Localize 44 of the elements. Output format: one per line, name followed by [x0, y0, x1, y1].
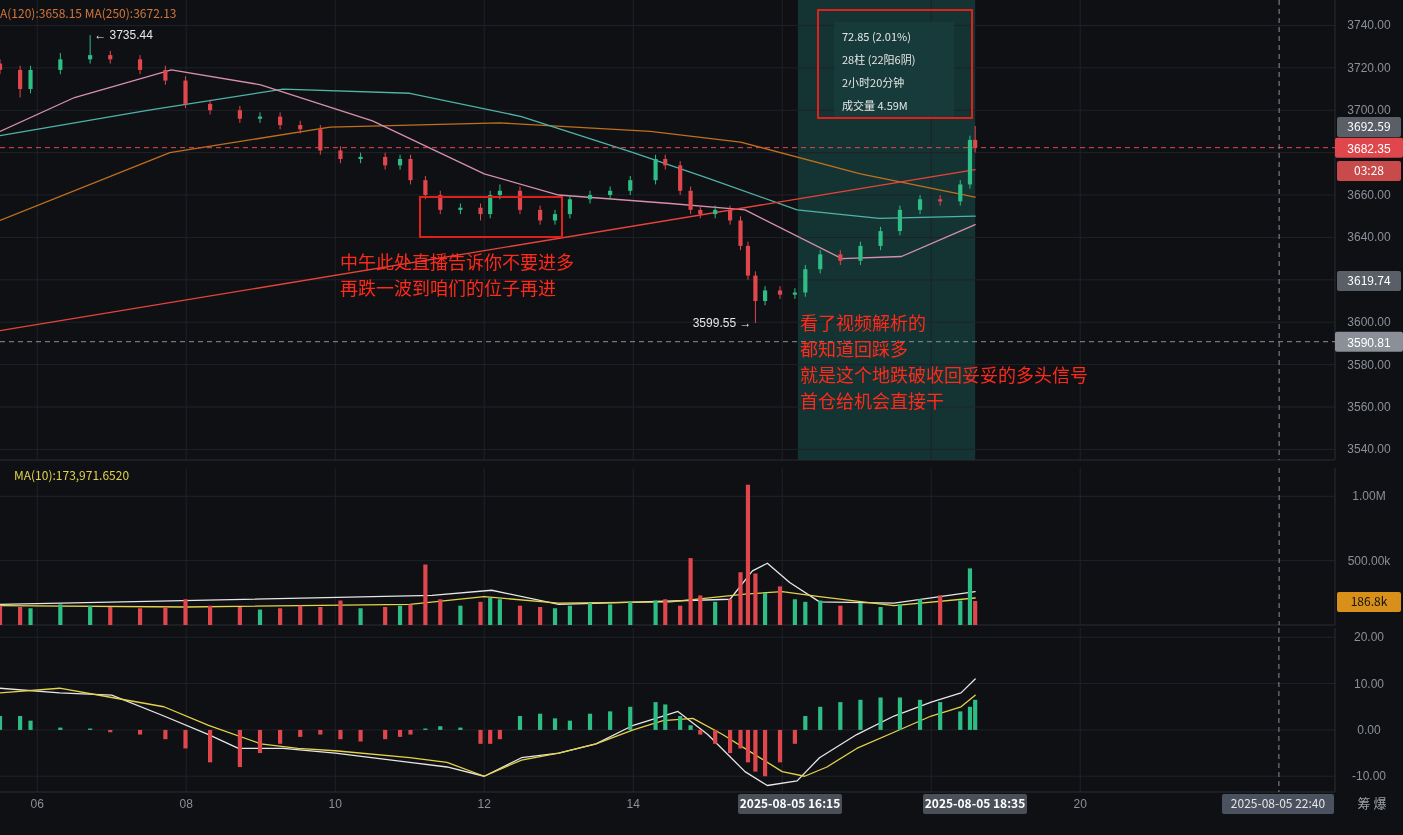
x-tick-label: 12 [477, 797, 492, 811]
annotation: 首仓给机会直接干 [800, 387, 944, 413]
y-tick-label: 3580.00 [1347, 357, 1392, 372]
x-tick-label: 06 [30, 797, 45, 811]
y-tick-label: 3720.00 [1347, 60, 1392, 75]
annotation: 再跌一波到咱们的位子再进 [340, 274, 556, 300]
text: 03:28 [1354, 161, 1385, 178]
y-tick-label: 3540.00 [1347, 442, 1392, 457]
text: 2025-08-05 22:40 [1230, 794, 1326, 811]
ref-line-label: 3682.35 [1347, 141, 1392, 156]
x-tick-label: 20 [1073, 797, 1088, 811]
annotation: A(120):3658.15 MA(250):3672.13 [0, 4, 177, 21]
x-tick-label: 14 [626, 797, 641, 811]
x-tick-label: 10 [328, 797, 343, 811]
text: 186.8k [1350, 592, 1388, 609]
y-tick-label: 3740.00 [1347, 18, 1392, 33]
text: 筹 爆 [1357, 793, 1387, 812]
y-tick-label: -10.00 [1351, 769, 1387, 784]
y-tick-label: 3660.00 [1347, 188, 1392, 203]
x-tick-label: 08 [179, 797, 194, 811]
text: 3619.74 [1347, 271, 1391, 288]
ref-line-label: 3590.81 [1347, 335, 1392, 350]
y-tick-label: 500.00k [1347, 553, 1392, 568]
text: 3692.59 [1347, 117, 1391, 134]
annotation: 就是这个地跌破收回妥妥的多头信号 [800, 361, 1088, 387]
annotation: 成交量 4.59M [842, 97, 908, 113]
y-tick-label: 20.00 [1353, 630, 1385, 645]
y-tick-label: 3600.00 [1347, 315, 1392, 330]
y-tick-label: 3640.00 [1347, 230, 1392, 245]
text: 2025-08-05 16:15 [739, 794, 841, 811]
text: 2025-08-05 18:35 [924, 794, 1026, 811]
annotation: MA(10):173,971.6520 [14, 466, 130, 483]
y-tick-label: 3560.00 [1347, 400, 1392, 414]
y-tick-label: 10.00 [1353, 676, 1385, 691]
annotation: 28柱 (22阳6阴) [842, 51, 916, 67]
y-tick-label: 3700.00 [1347, 103, 1392, 118]
annotation: 看了视频解析的 [800, 309, 926, 335]
y-tick-label: 0.00 [1357, 722, 1381, 737]
annotation: 72.85 (2.01%) [842, 28, 911, 44]
annotation: ← 3735.44 [94, 28, 154, 43]
y-tick-label: 1.00M [1352, 489, 1386, 504]
annotation: 3599.55 → [692, 316, 752, 331]
annotation: 都知道回踩多 [800, 335, 908, 361]
annotation: 2小时20分钟 [842, 74, 905, 90]
